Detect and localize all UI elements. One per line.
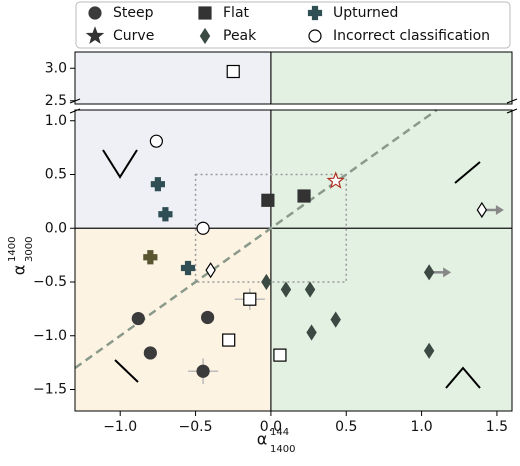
region	[75, 52, 271, 104]
point	[143, 250, 158, 265]
point	[423, 264, 435, 281]
x-label: α	[257, 430, 268, 449]
icon-peak	[445, 366, 481, 389]
legend-label: Peak	[223, 28, 257, 44]
y-label: α	[10, 265, 29, 276]
legend-marker	[199, 27, 211, 45]
region	[75, 110, 271, 229]
legend-marker	[85, 26, 105, 44]
legend-label: Incorrect classification	[333, 28, 490, 44]
limit-arrowhead	[495, 204, 504, 215]
point	[326, 171, 345, 189]
legend-marker	[307, 5, 323, 21]
point	[131, 311, 145, 326]
one-to-one-line	[74, 108, 438, 370]
legend-label: Upturned	[333, 5, 398, 21]
point	[222, 333, 236, 347]
point	[158, 207, 173, 222]
point	[261, 273, 272, 291]
point	[149, 134, 163, 148]
y-tick-label: −0.5	[33, 274, 67, 290]
legend-box	[75, 1, 511, 49]
point	[330, 311, 341, 328]
y-label-sub: 3000	[24, 237, 35, 262]
icon-v	[102, 149, 138, 179]
icon-rising	[454, 161, 481, 184]
y-tick-label: −1.0	[33, 328, 67, 344]
background-regions	[74, 52, 512, 411]
lower-frame	[74, 109, 513, 412]
point	[226, 64, 240, 79]
center-box	[194, 173, 347, 283]
icon-falling	[114, 359, 139, 383]
point	[476, 201, 488, 219]
point	[273, 348, 287, 362]
x-tick-label: −0.5	[179, 419, 213, 435]
point	[196, 364, 210, 378]
limit-arrowhead	[443, 267, 452, 278]
point	[304, 281, 316, 298]
legend-label: Steep	[113, 5, 154, 21]
y-tick-label: 1.0	[45, 113, 67, 129]
x-tick-label: 0.5	[335, 419, 357, 435]
point	[150, 177, 165, 192]
point	[196, 221, 210, 235]
x-label-sup: 144	[270, 427, 289, 438]
upper-frame	[74, 51, 513, 105]
region	[270, 52, 512, 104]
y-tick-label: 0.0	[45, 220, 67, 236]
point	[143, 346, 157, 360]
point	[261, 193, 275, 207]
point	[201, 310, 215, 325]
point	[423, 342, 435, 359]
point	[205, 262, 216, 279]
y-tick-label: −1.5	[33, 382, 67, 398]
x-tick-label: 1.0	[410, 419, 432, 435]
point	[280, 281, 292, 298]
legend-marker	[88, 6, 102, 20]
y-label-group: α 1400 3000	[7, 237, 35, 276]
y-tick-label: 2.5	[45, 93, 67, 109]
legend-label: Curve	[113, 28, 154, 44]
point	[297, 189, 311, 203]
legend-marker	[308, 29, 322, 43]
y-label-sup: 1400	[7, 237, 18, 262]
y-tick-label: 3.0	[45, 60, 67, 76]
y-tick-label: 0.5	[45, 167, 67, 183]
x-tick-label: −1.0	[103, 419, 137, 435]
plot-area	[131, 64, 504, 385]
legend-label: Flat	[223, 5, 250, 21]
x-tick-label: 1.5	[486, 419, 508, 435]
region	[75, 228, 271, 411]
region	[270, 110, 512, 411]
point	[180, 260, 196, 276]
x-tick-label: 0.0	[260, 419, 282, 435]
point	[243, 292, 257, 306]
legend: Steep Flat Upturned Curve Peak Incorrect clas…	[85, 5, 490, 45]
x-label-sub: 1400	[270, 444, 295, 455]
legend-marker	[198, 6, 212, 20]
point	[306, 324, 317, 341]
shape-icons	[102, 149, 481, 389]
